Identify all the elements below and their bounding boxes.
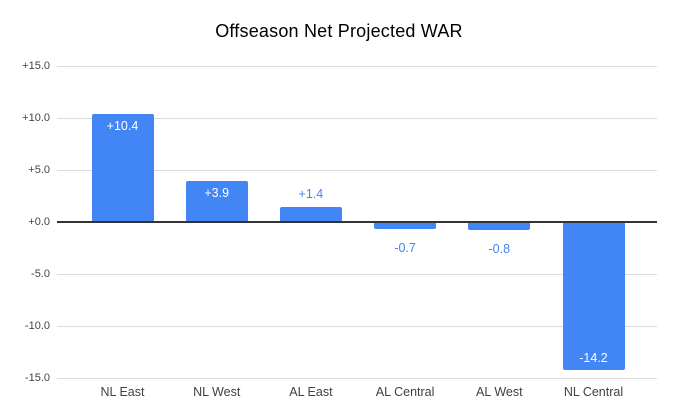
gridline (57, 325, 657, 327)
y-axis-tick-label: -5.0 (31, 267, 50, 280)
bar-nl-east[interactable] (91, 113, 154, 222)
bar-nl-central[interactable] (562, 222, 625, 370)
y-axis-tick-label: -15.0 (24, 371, 50, 384)
y-axis-tick-label: -10.0 (24, 319, 50, 332)
y-axis-tick-label: +5.0 (28, 163, 50, 176)
y-axis-tick-label: +0.0 (28, 215, 50, 228)
y-axis-tick-label: +10.0 (22, 111, 50, 124)
plot-area: +10.4 NL East +3.9 NL West +1.4 AL East -0.7 AL… (57, 65, 657, 399)
x-axis-label-nl-east: NL East (100, 385, 145, 399)
bar-al-east[interactable] (279, 207, 342, 222)
bar-nl-west[interactable] (185, 181, 248, 222)
zero-axis-line (57, 221, 657, 223)
y-axis-tick-label: +15.0 (22, 59, 50, 72)
gridline (57, 117, 657, 119)
bar-al-central[interactable] (374, 222, 437, 230)
gridline (57, 377, 657, 379)
x-axis-label-nl-central: NL Central (563, 385, 624, 399)
x-axis-label-nl-west: NL West (193, 385, 241, 399)
gridline (57, 169, 657, 171)
bar-value-label: +3.9 (204, 186, 230, 201)
x-axis-label-al-west: AL West (476, 385, 523, 399)
x-axis-label-al-east: AL East (289, 385, 333, 399)
bar-value-label: -0.7 (394, 241, 416, 256)
bar-al-west[interactable] (468, 222, 531, 231)
bar-value-label: +10.4 (106, 118, 139, 133)
chart-title: Offseason Net Projected WAR (215, 21, 463, 41)
gridline (57, 65, 657, 67)
bar-value-label: -0.8 (488, 242, 511, 257)
bar-value-label: -14.2 (579, 350, 608, 365)
bar-value-label: +1.4 (298, 187, 324, 202)
x-axis-label-al-central: AL Central (375, 385, 435, 399)
gridline (57, 273, 657, 275)
